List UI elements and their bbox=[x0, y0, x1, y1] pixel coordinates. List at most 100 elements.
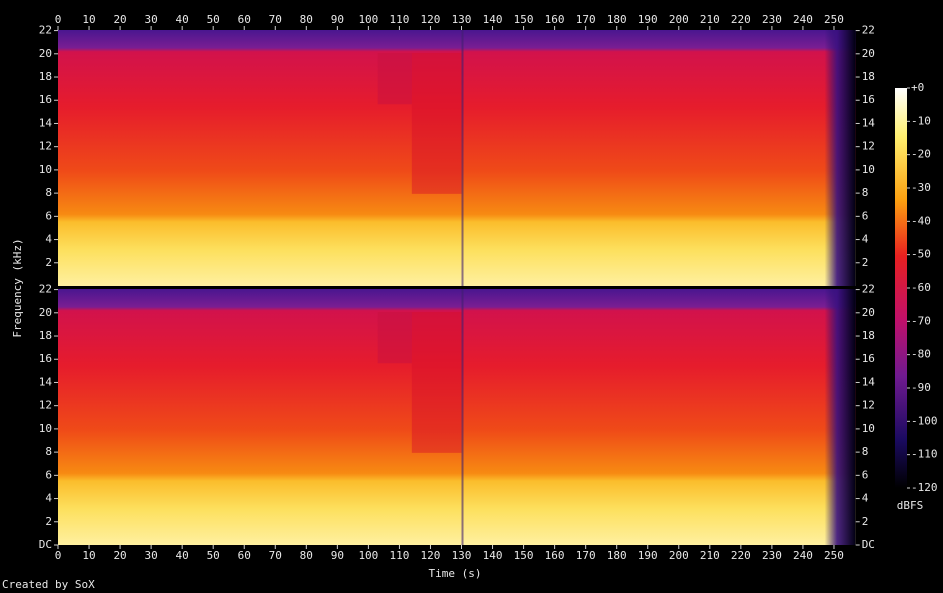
x-tick-label: 150 bbox=[514, 549, 534, 562]
spectrogram-band bbox=[377, 312, 412, 364]
y-tick-label: 12 bbox=[39, 399, 52, 412]
spectrogram-fade bbox=[824, 30, 856, 286]
x-tick-label: 250 bbox=[824, 13, 844, 26]
y-tick-label: 2 bbox=[45, 256, 52, 269]
y-tick-label: 12 bbox=[862, 399, 875, 412]
footer: Created by SoX bbox=[2, 578, 95, 591]
y-tick-label: 20 bbox=[39, 47, 52, 60]
x-tick-label: 210 bbox=[700, 13, 720, 26]
y-tick-label: 8 bbox=[45, 445, 52, 458]
x-tick-label: 130 bbox=[452, 549, 472, 562]
x-tick-label: 190 bbox=[638, 13, 658, 26]
y-tick-label: 22 bbox=[862, 283, 875, 296]
y-tick-label: 18 bbox=[862, 329, 875, 342]
colorbar-tick-label: -30 bbox=[911, 181, 931, 194]
x-tick-label: 200 bbox=[669, 549, 689, 562]
spectrogram-line bbox=[461, 30, 464, 286]
y-tick-label: 14 bbox=[862, 116, 876, 129]
y-tick-label: 14 bbox=[862, 375, 876, 388]
y-tick-label: 16 bbox=[39, 93, 52, 106]
x-tick-label: 50 bbox=[207, 549, 220, 562]
y-tick-label: 6 bbox=[45, 209, 52, 222]
x-tick-label: 50 bbox=[207, 13, 220, 26]
x-tick-label: 240 bbox=[793, 13, 813, 26]
y-tick-label: 4 bbox=[45, 233, 52, 246]
y-tick-label: 10 bbox=[862, 422, 875, 435]
spectrogram-image bbox=[58, 289, 856, 545]
x-tick-label: 120 bbox=[421, 13, 441, 26]
x-tick-label: 30 bbox=[144, 549, 157, 562]
x-tick-label: 70 bbox=[269, 13, 282, 26]
spectrogram-fade bbox=[824, 289, 856, 545]
y-tick-label: 6 bbox=[862, 468, 869, 481]
x-tick-label: 210 bbox=[700, 549, 720, 562]
x-tick-label: 230 bbox=[762, 549, 782, 562]
spectrogram-line bbox=[461, 289, 464, 545]
x-tick-label: 200 bbox=[669, 13, 689, 26]
x-tick-label: 40 bbox=[176, 13, 189, 26]
x-tick-label: 100 bbox=[358, 13, 378, 26]
x-tick-label: 90 bbox=[331, 13, 344, 26]
y-tick-label: 18 bbox=[39, 70, 52, 83]
x-tick-label: 170 bbox=[576, 549, 596, 562]
x-tick-label: 180 bbox=[607, 549, 627, 562]
x-tick-label: 120 bbox=[421, 549, 441, 562]
y-tick-label: 18 bbox=[862, 70, 875, 83]
x-tick-label: 180 bbox=[607, 13, 627, 26]
x-tick-label: 240 bbox=[793, 549, 813, 562]
x-tick-label: 70 bbox=[269, 549, 282, 562]
y-tick-label: 10 bbox=[862, 163, 875, 176]
y-tick-label: 12 bbox=[862, 140, 875, 153]
x-tick-label: 190 bbox=[638, 549, 658, 562]
x-tick-label: 40 bbox=[176, 549, 189, 562]
spectrogram-image bbox=[58, 30, 856, 286]
x-tick-label: 170 bbox=[576, 13, 596, 26]
x-tick-label: 150 bbox=[514, 13, 534, 26]
colorbar-tick-label: -40 bbox=[911, 214, 931, 227]
x-tick-label: 100 bbox=[358, 549, 378, 562]
colorbar-tick-label: -50 bbox=[911, 248, 931, 261]
spectrogram-band bbox=[377, 53, 412, 105]
y-tick-label: 20 bbox=[862, 306, 875, 319]
x-tick-label: 140 bbox=[483, 549, 503, 562]
y-tick-label: 8 bbox=[862, 186, 869, 199]
colorbar-tick-label: +0 bbox=[911, 81, 924, 94]
y-tick-label: 18 bbox=[39, 329, 52, 342]
x-tick-label: 60 bbox=[238, 13, 251, 26]
x-tick-label: 10 bbox=[82, 549, 95, 562]
colorbar-tick-label: -110 bbox=[911, 448, 938, 461]
colorbar-label: dBFS bbox=[897, 499, 924, 512]
x-tick-label: 0 bbox=[55, 549, 62, 562]
y-tick-label: 16 bbox=[39, 352, 52, 365]
colorbar-tick-label: -10 bbox=[911, 114, 931, 127]
spectrogram-band bbox=[411, 312, 462, 453]
y-tick-label: 8 bbox=[45, 186, 52, 199]
x-tick-label: 80 bbox=[300, 549, 313, 562]
y-tick-label: 6 bbox=[862, 209, 869, 222]
colorbar-tick-label: -90 bbox=[911, 381, 931, 394]
x-tick-label: 250 bbox=[824, 549, 844, 562]
y-tick-label: DC bbox=[862, 538, 875, 551]
y-tick-label: 16 bbox=[862, 93, 875, 106]
colorbar-tick-label: -80 bbox=[911, 348, 931, 361]
y-tick-label: 22 bbox=[862, 24, 875, 37]
x-tick-label: 60 bbox=[238, 549, 251, 562]
x-axis-label: Time (s) bbox=[429, 567, 482, 580]
x-tick-label: 30 bbox=[144, 13, 157, 26]
y-tick-label: 12 bbox=[39, 140, 52, 153]
x-tick-label: 110 bbox=[389, 549, 409, 562]
x-tick-label: 0 bbox=[55, 13, 62, 26]
y-tick-label: 22 bbox=[39, 283, 52, 296]
y-tick-label: 20 bbox=[39, 306, 52, 319]
y-tick-label: 6 bbox=[45, 468, 52, 481]
y-tick-label: 14 bbox=[39, 375, 53, 388]
x-tick-label: 140 bbox=[483, 13, 503, 26]
x-tick-label: 220 bbox=[731, 13, 751, 26]
y-tick-label: 2 bbox=[862, 515, 869, 528]
y-tick-label: 14 bbox=[39, 116, 53, 129]
colorbar-tick-label: -100 bbox=[911, 414, 938, 427]
x-tick-label: 10 bbox=[82, 13, 95, 26]
x-tick-label: 20 bbox=[113, 13, 126, 26]
x-tick-label: 230 bbox=[762, 13, 782, 26]
